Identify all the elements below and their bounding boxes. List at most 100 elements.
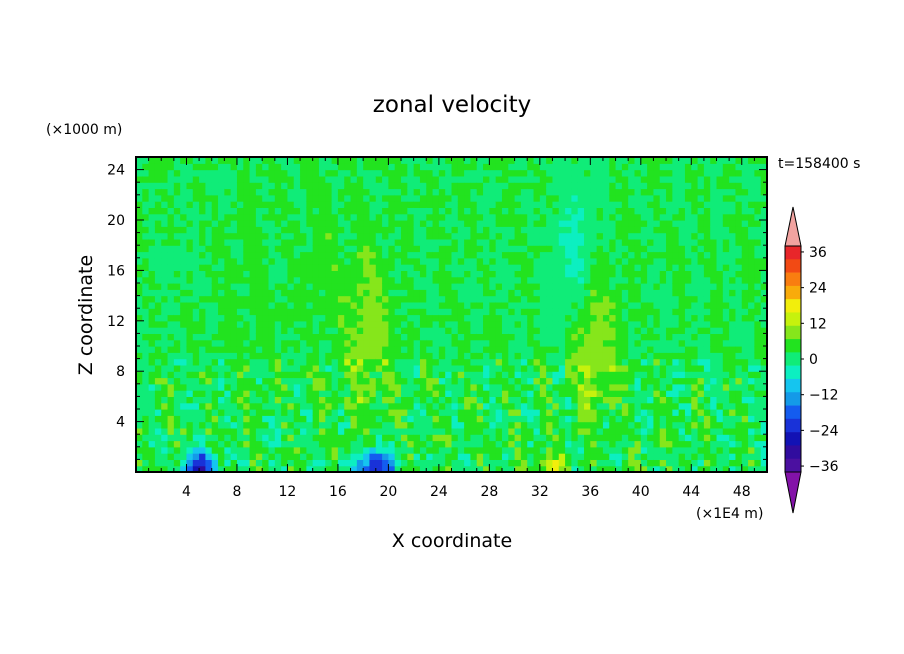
field-cell <box>394 257 402 265</box>
field-cell <box>205 320 213 328</box>
field-cell <box>363 327 371 334</box>
field-cell <box>192 346 200 353</box>
field-cell <box>344 377 352 385</box>
field-cell <box>647 427 655 435</box>
field-cell <box>173 427 181 435</box>
field-cell <box>325 257 333 265</box>
field-cell <box>483 377 490 385</box>
field-cell <box>684 308 692 316</box>
field-cell <box>262 402 270 410</box>
field-cell <box>596 320 604 328</box>
field-cell <box>495 446 503 454</box>
field-cell <box>388 213 396 221</box>
field-cell <box>438 207 446 215</box>
field-cell <box>243 320 251 328</box>
field-cell <box>647 182 655 190</box>
field-cell <box>331 358 339 366</box>
field-cell <box>691 163 699 171</box>
field-cell <box>539 238 547 246</box>
field-cell <box>590 320 598 328</box>
field-cell <box>678 270 686 278</box>
field-cell <box>438 169 446 177</box>
field-cell <box>520 390 528 397</box>
field-cell <box>451 301 459 309</box>
field-cell <box>703 301 711 309</box>
field-cell <box>741 295 749 303</box>
field-cell <box>192 245 200 253</box>
field-cell <box>615 446 623 454</box>
field-cell <box>426 163 434 171</box>
field-cell <box>508 169 516 177</box>
field-cell <box>697 314 705 322</box>
field-cell <box>602 434 610 442</box>
field-cell <box>590 346 598 353</box>
field-cell <box>318 238 326 246</box>
field-cell <box>142 289 150 297</box>
field-cell <box>508 182 516 190</box>
field-cell <box>401 427 408 435</box>
field-cell <box>274 390 282 397</box>
field-cell <box>691 327 699 334</box>
field-cell <box>552 346 560 353</box>
field-cell <box>590 402 598 410</box>
field-cell <box>527 402 535 410</box>
field-cell <box>401 169 408 177</box>
field-cell <box>729 207 737 215</box>
field-cell <box>306 440 314 448</box>
field-cell <box>382 421 389 429</box>
field-cell <box>710 207 718 215</box>
field-cell <box>716 213 724 221</box>
field-cell <box>476 465 484 472</box>
field-cell <box>672 295 680 303</box>
field-cell <box>388 465 396 472</box>
field-cell <box>464 175 472 183</box>
field-cell <box>375 157 383 164</box>
field-cell <box>647 446 655 454</box>
field-cell <box>483 308 490 316</box>
field-cell <box>287 289 295 297</box>
field-cell <box>218 346 225 353</box>
field-cell <box>527 377 535 385</box>
field-cell <box>243 270 251 278</box>
field-cell <box>337 446 345 454</box>
field-cell <box>584 364 591 372</box>
field-cell <box>470 270 478 278</box>
field-cell <box>249 175 257 183</box>
field-cell <box>230 327 238 334</box>
field-cell <box>274 182 282 190</box>
field-cell <box>754 390 762 397</box>
field-cell <box>293 434 301 442</box>
field-cell <box>596 346 604 353</box>
field-cell <box>236 182 244 190</box>
field-cell <box>577 207 585 215</box>
field-cell <box>312 169 320 177</box>
field-cell <box>748 459 755 467</box>
field-cell <box>710 289 718 297</box>
field-cell <box>173 440 181 448</box>
field-cell <box>741 333 749 341</box>
field-cell <box>432 157 440 164</box>
field-cell <box>281 283 289 290</box>
field-cell <box>495 371 503 379</box>
field-cell <box>584 238 591 246</box>
field-cell <box>312 276 320 284</box>
field-cell <box>262 396 270 404</box>
field-cell <box>180 396 188 404</box>
field-cell <box>287 283 295 290</box>
field-cell <box>274 257 282 265</box>
field-cell <box>722 308 730 316</box>
field-cell <box>710 327 718 334</box>
field-cell <box>666 220 673 227</box>
field-cell <box>483 339 490 347</box>
field-cell <box>722 289 730 297</box>
field-cell <box>659 453 667 460</box>
field-cell <box>293 314 301 322</box>
field-cell <box>331 390 339 397</box>
field-cell <box>224 308 232 316</box>
field-cell <box>369 377 377 385</box>
field-cell <box>268 371 276 379</box>
field-cell <box>344 327 352 334</box>
field-cell <box>741 459 749 467</box>
field-cell <box>697 238 705 246</box>
field-cell <box>281 207 289 215</box>
